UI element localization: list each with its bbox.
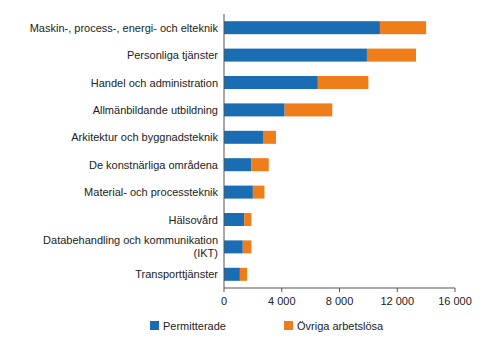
label-line: Transporttjänster xyxy=(135,268,218,280)
x-tick-label: 4 000 xyxy=(268,295,296,307)
bar xyxy=(224,240,243,253)
y-axis-line xyxy=(224,14,225,288)
bar xyxy=(224,158,251,171)
x-tick xyxy=(339,288,340,292)
label-line: Hälsovård xyxy=(168,214,218,226)
legend-swatch xyxy=(284,321,293,330)
bar xyxy=(224,131,263,144)
x-tick xyxy=(281,288,282,292)
bar xyxy=(367,49,416,62)
category-label: Personliga tjänster xyxy=(127,49,218,61)
bar xyxy=(251,158,268,171)
x-tick-label: 12 000 xyxy=(380,295,414,307)
category-label: Maskin-, process-, energi- och elteknik xyxy=(30,22,219,34)
x-tick-label: 16 000 xyxy=(438,295,472,307)
legend-label: Övriga arbetslösa xyxy=(297,320,384,332)
label-line: Maskin-, process-, energi- och elteknik xyxy=(30,22,219,34)
bar xyxy=(240,268,247,281)
category-label: Databehandling och kommunikation(IKT) xyxy=(43,234,218,259)
bar xyxy=(253,186,265,199)
x-tick-label: 0 xyxy=(221,295,227,307)
bar xyxy=(285,103,333,116)
bar xyxy=(263,131,276,144)
category-label: Arkitektur och byggnadsteknik xyxy=(71,131,218,143)
bar xyxy=(224,76,318,89)
label-line: Handel och administration xyxy=(91,77,218,89)
label-line: De konstnärliga områdena xyxy=(89,159,219,171)
category-label: Transporttjänster xyxy=(135,268,218,280)
x-tick xyxy=(224,288,225,292)
bar xyxy=(224,21,380,34)
x-tick-label: 8 000 xyxy=(326,295,354,307)
category-label: Hälsovård xyxy=(168,214,218,226)
label-line: Arkitektur och byggnadsteknik xyxy=(71,131,218,143)
bar xyxy=(318,76,369,89)
legend-label: Permitterade xyxy=(163,320,226,332)
label-line: Allmänbildande utbildning xyxy=(93,104,218,116)
category-label: Allmänbildande utbildning xyxy=(93,104,218,116)
x-tick xyxy=(455,288,456,292)
label-line: Databehandling och kommunikation xyxy=(43,234,218,246)
category-label: Material- och processteknik xyxy=(84,186,218,198)
bar xyxy=(224,213,244,226)
label-line: Personliga tjänster xyxy=(127,49,218,61)
legend-swatch xyxy=(150,321,159,330)
category-label: De konstnärliga områdena xyxy=(89,159,219,171)
bar xyxy=(224,186,253,199)
bar xyxy=(224,268,240,281)
x-tick xyxy=(397,288,398,292)
bars xyxy=(224,21,426,281)
label-line: Material- och processteknik xyxy=(84,186,218,198)
bar xyxy=(224,103,285,116)
chart: Maskin-, process-, energi- och elteknik P… xyxy=(0,0,491,348)
label-line: (IKT) xyxy=(194,247,218,259)
bar xyxy=(243,240,252,253)
bar xyxy=(244,213,251,226)
bar xyxy=(380,21,426,34)
category-label: Handel och administration xyxy=(91,77,218,89)
bar xyxy=(224,49,367,62)
